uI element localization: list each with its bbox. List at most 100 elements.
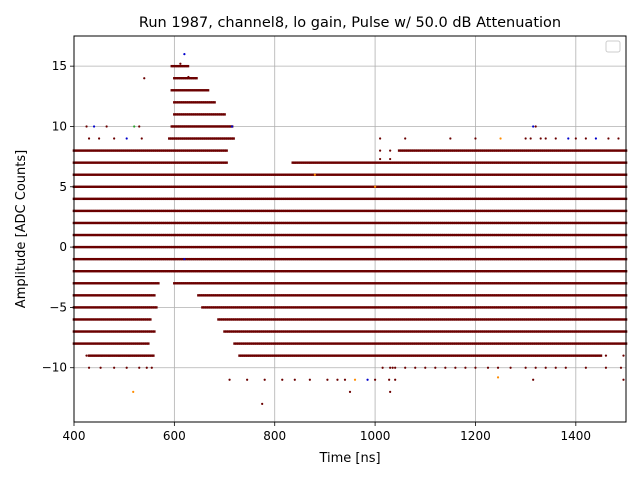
baseline-band-point [558,209,562,213]
baseline-band-point [329,233,333,237]
baseline-band-point [395,270,399,273]
baseline-band-point [319,173,323,176]
baseline-band-point [452,257,455,261]
baseline-band-point [508,257,511,261]
baseline-band-point [380,354,384,357]
baseline-band-point [215,257,218,261]
baseline-band-point [327,185,331,188]
baseline-band-point [249,209,252,213]
baseline-band-point [225,197,228,201]
baseline-band-point [255,270,258,273]
baseline-band-point [261,294,264,297]
baseline-band-point [556,245,560,249]
baseline-band-point [480,282,483,285]
baseline-band-point [562,318,566,321]
baseline-band-point [444,282,447,285]
baseline-band-point [323,257,327,261]
baseline-band-point [265,185,268,188]
baseline-band-point [450,233,453,237]
baseline-band-point [211,173,214,176]
baseline-band-point [542,270,546,273]
baseline-band-point [389,221,393,225]
baseline-band-point [211,221,214,225]
baseline-band-point [532,197,535,201]
baseline-band-point [108,185,112,188]
baseline-band-point [267,197,271,201]
baseline-band-point [179,270,182,273]
baseline-band-point [227,209,230,213]
baseline-band-point [456,245,459,249]
baseline-band-point [213,173,216,176]
baseline-band-point [327,318,331,321]
baseline-band-point [283,306,287,309]
baseline-band-point [468,330,471,333]
baseline-band-point [84,270,88,273]
baseline-band-point [346,354,350,357]
baseline-band-point [185,197,188,201]
baseline-band-point [229,294,232,297]
baseline-band-point [512,197,515,201]
baseline-band-point [389,185,393,188]
baseline-band-point [466,306,469,309]
baseline-band-point [466,294,469,297]
baseline-band-point [538,209,541,213]
pulse-band-point [179,77,182,80]
outlier-point [534,125,537,128]
baseline-band-point [116,161,120,164]
baseline-band-point [496,221,499,225]
baseline-band-point [134,270,138,273]
pulse-band-point [211,113,214,116]
baseline-band-point [275,233,279,237]
baseline-band-point [530,270,533,273]
baseline-band-point [100,149,104,152]
baseline-band-point [452,149,455,152]
baseline-band-point [434,185,437,188]
baseline-band-point [82,197,86,201]
baseline-band-point [193,197,196,201]
baseline-band-point [311,161,315,164]
baseline-band-point [134,221,138,225]
baseline-band-point [235,270,238,273]
baseline-band-point [361,173,365,176]
baseline-band-point [245,294,248,297]
baseline-band-point [558,330,562,333]
baseline-band-point [359,221,363,225]
baseline-band-point [425,330,429,333]
baseline-band-point [596,245,600,249]
outlier-point [464,366,467,369]
baseline-band-point [514,330,517,333]
baseline-band-point [475,354,478,357]
baseline-band-point [550,342,554,345]
baseline-band-point [277,257,281,261]
pulse-band-point [181,77,184,80]
outlier-point [389,366,392,369]
baseline-band-point [532,173,535,176]
baseline-band-point [379,330,383,333]
baseline-band-point [98,197,102,201]
baseline-band-point [590,173,594,176]
baseline-band-point [112,161,116,164]
baseline-band-point [293,318,297,321]
baseline-band-point [440,149,443,152]
baseline-band-point [570,306,574,309]
baseline-band-point [560,294,564,297]
baseline-band-point [86,197,90,201]
baseline-band-point [375,306,379,309]
baseline-band-point [333,233,337,237]
baseline-band-point [201,209,204,213]
baseline-band-point [555,354,559,357]
baseline-band-point [528,306,531,309]
baseline-band-point [177,245,180,249]
baseline-band-point [614,306,618,309]
baseline-band-point [620,185,624,188]
baseline-band-point [512,245,515,249]
outlier-point [125,366,128,369]
baseline-band-point [144,318,148,321]
baseline-band-point [241,209,244,213]
baseline-band-point [490,306,493,309]
baseline-band-point [269,330,273,333]
baseline-band-point [159,233,162,237]
baseline-band-point [383,330,387,333]
baseline-band-point [118,330,122,333]
pulse-band-point [207,101,210,104]
